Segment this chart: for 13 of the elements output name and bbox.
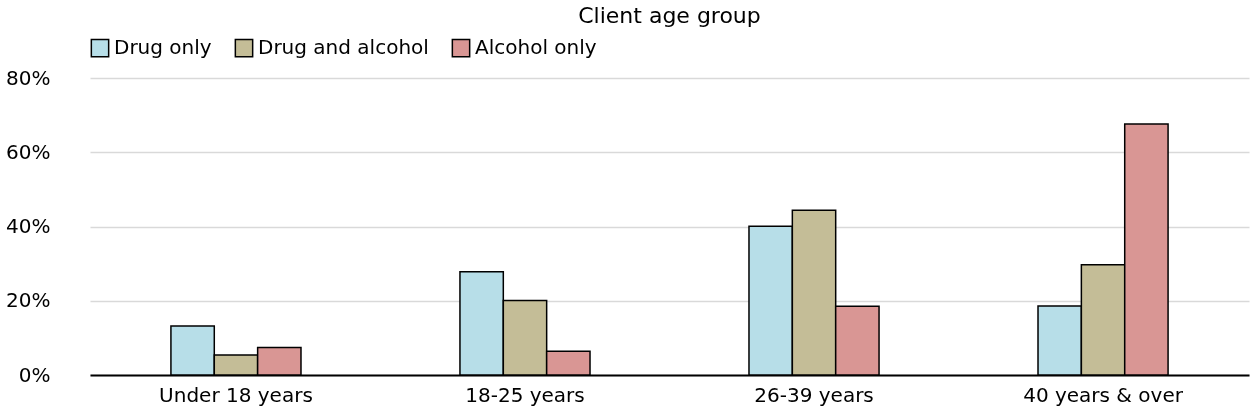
x-tick-label: Under 18 years	[159, 382, 313, 407]
legend-label: Alcohol only	[475, 35, 597, 60]
x-tick-label: 18-25 years	[465, 382, 585, 407]
y-tick-label: 0%	[18, 362, 51, 387]
legend-label: Drug only	[114, 35, 212, 60]
y-tick-label: 80%	[6, 65, 51, 90]
chart-title: Client age group	[578, 3, 761, 28]
x-tick-label: 26-39 years	[754, 382, 874, 407]
x-tick-label: 40 years & over	[1023, 382, 1184, 407]
y-tick-label: 60%	[6, 139, 51, 164]
legend-label: Drug and alcohol	[258, 35, 429, 60]
y-tick-label: 40%	[6, 214, 51, 238]
y-tick-label: 20%	[6, 288, 51, 313]
